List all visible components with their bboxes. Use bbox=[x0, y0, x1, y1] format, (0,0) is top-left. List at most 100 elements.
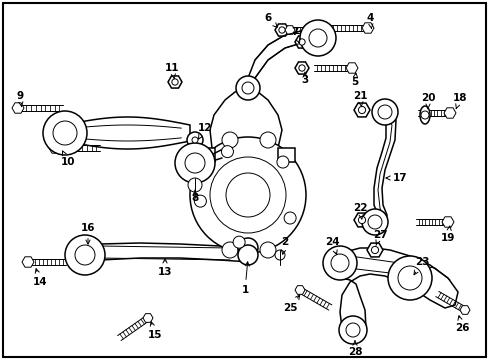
Polygon shape bbox=[443, 108, 455, 118]
Text: 26: 26 bbox=[454, 316, 468, 333]
Polygon shape bbox=[85, 243, 249, 262]
Circle shape bbox=[358, 216, 365, 224]
Polygon shape bbox=[346, 63, 357, 73]
Text: 14: 14 bbox=[33, 269, 47, 287]
Circle shape bbox=[238, 78, 258, 98]
Polygon shape bbox=[278, 148, 294, 162]
Circle shape bbox=[175, 143, 215, 183]
Text: 6: 6 bbox=[264, 13, 277, 27]
Circle shape bbox=[238, 245, 258, 265]
Circle shape bbox=[43, 111, 87, 155]
Circle shape bbox=[192, 137, 198, 143]
Polygon shape bbox=[274, 24, 288, 36]
Circle shape bbox=[243, 83, 252, 93]
Circle shape bbox=[274, 250, 285, 260]
Circle shape bbox=[221, 146, 233, 158]
Text: 18: 18 bbox=[452, 93, 467, 109]
Polygon shape bbox=[12, 103, 24, 113]
Polygon shape bbox=[327, 248, 457, 342]
Text: 22: 22 bbox=[352, 203, 366, 219]
Text: 11: 11 bbox=[164, 63, 179, 78]
Text: 24: 24 bbox=[324, 237, 339, 255]
Circle shape bbox=[330, 254, 348, 272]
Text: 16: 16 bbox=[81, 223, 95, 244]
Circle shape bbox=[284, 212, 296, 224]
Polygon shape bbox=[294, 286, 305, 294]
Circle shape bbox=[209, 157, 285, 233]
Polygon shape bbox=[459, 306, 469, 314]
Circle shape bbox=[298, 65, 305, 71]
Text: 19: 19 bbox=[440, 226, 454, 243]
Text: 3: 3 bbox=[301, 72, 308, 85]
Polygon shape bbox=[294, 36, 308, 48]
Text: 2: 2 bbox=[281, 237, 288, 254]
Text: 21: 21 bbox=[352, 91, 366, 107]
Polygon shape bbox=[294, 62, 308, 74]
Circle shape bbox=[420, 111, 428, 119]
Circle shape bbox=[238, 238, 258, 258]
Circle shape bbox=[186, 132, 203, 148]
Text: 8: 8 bbox=[191, 190, 198, 203]
Text: 17: 17 bbox=[386, 173, 407, 183]
Polygon shape bbox=[22, 257, 34, 267]
Text: 27: 27 bbox=[372, 230, 386, 246]
Circle shape bbox=[260, 242, 275, 258]
Circle shape bbox=[222, 242, 238, 258]
Text: 9: 9 bbox=[17, 91, 23, 107]
Circle shape bbox=[65, 235, 105, 275]
Polygon shape bbox=[49, 143, 61, 153]
Circle shape bbox=[367, 215, 381, 229]
Polygon shape bbox=[285, 26, 294, 34]
Circle shape bbox=[194, 195, 206, 207]
Circle shape bbox=[222, 132, 238, 148]
Text: 5: 5 bbox=[351, 73, 358, 87]
Circle shape bbox=[236, 76, 260, 100]
Circle shape bbox=[276, 156, 288, 168]
Polygon shape bbox=[361, 23, 373, 33]
Circle shape bbox=[171, 79, 178, 85]
Circle shape bbox=[358, 107, 365, 114]
Circle shape bbox=[225, 173, 269, 217]
Circle shape bbox=[371, 246, 378, 253]
Text: 28: 28 bbox=[347, 341, 362, 357]
Text: 7: 7 bbox=[291, 27, 299, 43]
Circle shape bbox=[323, 246, 356, 280]
Text: 13: 13 bbox=[158, 259, 172, 277]
Polygon shape bbox=[373, 115, 395, 228]
Circle shape bbox=[361, 209, 387, 235]
Text: 12: 12 bbox=[197, 123, 212, 139]
Circle shape bbox=[260, 132, 275, 148]
Circle shape bbox=[299, 20, 335, 56]
Circle shape bbox=[338, 316, 366, 344]
Polygon shape bbox=[168, 76, 182, 88]
Polygon shape bbox=[142, 314, 153, 322]
Polygon shape bbox=[366, 243, 382, 257]
Circle shape bbox=[187, 178, 202, 192]
Circle shape bbox=[242, 82, 253, 94]
Text: 20: 20 bbox=[420, 93, 434, 109]
Text: 10: 10 bbox=[61, 151, 75, 167]
Polygon shape bbox=[209, 89, 282, 246]
Polygon shape bbox=[353, 213, 369, 227]
Circle shape bbox=[298, 39, 305, 45]
Circle shape bbox=[397, 266, 421, 290]
Text: 25: 25 bbox=[282, 295, 299, 313]
Circle shape bbox=[233, 236, 244, 248]
Circle shape bbox=[377, 105, 391, 119]
Circle shape bbox=[53, 121, 77, 145]
Polygon shape bbox=[200, 148, 215, 162]
Circle shape bbox=[308, 29, 326, 47]
Text: 23: 23 bbox=[413, 257, 428, 275]
Polygon shape bbox=[441, 217, 453, 227]
Text: 4: 4 bbox=[366, 13, 373, 29]
Circle shape bbox=[278, 27, 285, 33]
Circle shape bbox=[75, 245, 95, 265]
Polygon shape bbox=[247, 30, 317, 98]
Polygon shape bbox=[353, 103, 369, 117]
Circle shape bbox=[184, 153, 204, 173]
Circle shape bbox=[387, 256, 431, 300]
Text: 15: 15 bbox=[147, 322, 162, 340]
Text: 1: 1 bbox=[241, 262, 249, 295]
Circle shape bbox=[346, 323, 359, 337]
Circle shape bbox=[371, 99, 397, 125]
